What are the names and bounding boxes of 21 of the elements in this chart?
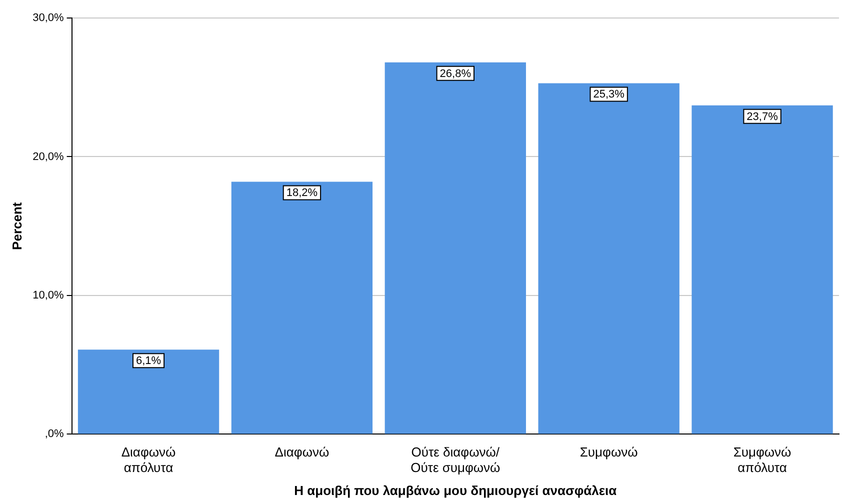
x-tick-label: Διαφωνώ xyxy=(274,444,330,460)
data-label: 18,2% xyxy=(286,187,318,200)
bar xyxy=(78,350,220,434)
y-tick-label: ,0% xyxy=(44,428,64,440)
x-tick-label: Ούτε διαφωνώ/ Ούτε συμφωνώ xyxy=(410,444,500,476)
x-axis-title: Η αμοιβή που λαμβάνω μου δημιουργεί ανασφάλεια xyxy=(294,482,617,498)
x-tick-label: Συμφωνώ απόλυτα xyxy=(733,444,792,476)
x-tick-label: Συμφωνώ xyxy=(580,444,638,460)
data-label: 26,8% xyxy=(440,68,472,80)
bar xyxy=(538,83,680,434)
data-label: 25,3% xyxy=(593,88,625,101)
data-label: 23,7% xyxy=(746,110,778,123)
y-tick-label: 20,0% xyxy=(32,150,64,163)
bar xyxy=(231,182,373,434)
y-tick-label: 30,0% xyxy=(32,12,64,24)
y-tick-label: 10,0% xyxy=(32,290,64,302)
bar xyxy=(384,62,526,434)
y-axis-title: Percent xyxy=(9,202,24,250)
x-tick-label: Διαφωνώ απόλυτα xyxy=(121,444,176,476)
bar xyxy=(692,105,833,434)
data-label: 6,1% xyxy=(136,355,162,368)
